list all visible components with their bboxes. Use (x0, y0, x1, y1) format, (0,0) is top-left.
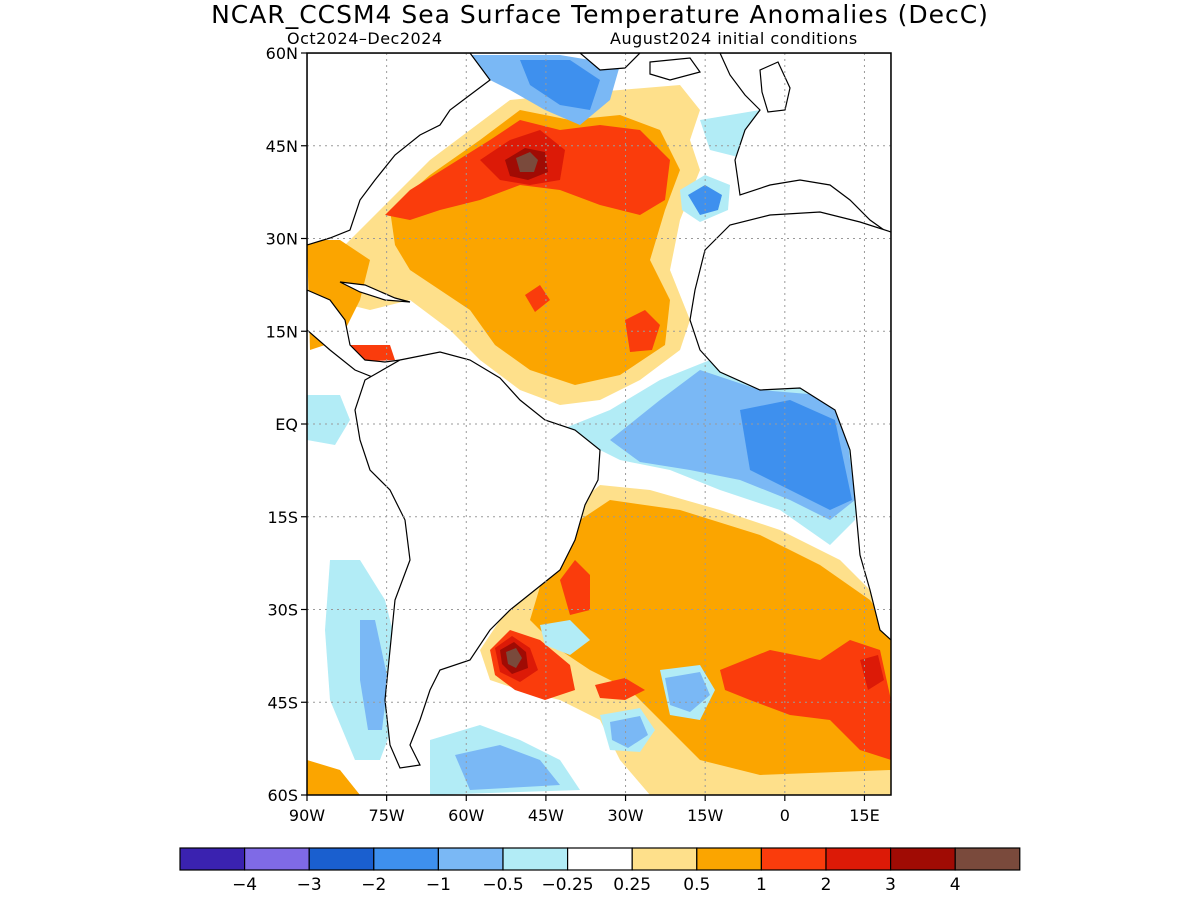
colorbar-swatch (308, 847, 375, 871)
initial-conditions: August2024 initial conditions (610, 29, 858, 48)
lon-tick-label: 45W (528, 806, 564, 825)
colorbar-label: 3 (885, 875, 896, 895)
forecast-period: Oct2024–Dec2024 (287, 29, 443, 48)
colorbar-label: 4 (950, 875, 961, 895)
lat-tick-label: 15S (267, 508, 298, 527)
colorbar-label: 2 (821, 875, 832, 895)
colorbar-swatch (825, 847, 892, 871)
colorbar-swatch (437, 847, 504, 871)
colorbar-label: −1 (426, 875, 451, 895)
colorbar-label: 0.25 (613, 875, 651, 895)
colorbar-swatch (373, 847, 439, 871)
lon-tick-label: 60W (448, 806, 484, 825)
colorbar-swatch (760, 847, 827, 871)
lon-tick-label: 15E (849, 806, 879, 825)
lon-tick-label: 90W (289, 806, 325, 825)
colorbar-label: 1 (756, 875, 767, 895)
colorbar-swatch (566, 847, 633, 871)
colorbar-label: −0.5 (482, 875, 523, 895)
colorbar-swatch (244, 847, 310, 871)
colorbar-label: −0.25 (542, 875, 594, 895)
colorbar-label: −2 (361, 875, 386, 895)
lon-tick-label: 30W (607, 806, 643, 825)
lat-tick-label: 45S (267, 693, 298, 712)
colorbar-label: −3 (297, 875, 322, 895)
longitude-axis: 90W 75W 60W 45W 30W 15W 0 15E (289, 795, 880, 825)
lat-tick-label: 30N (266, 230, 298, 249)
colorbar-swatch (179, 847, 246, 871)
lat-tick-label: 60S (267, 786, 298, 805)
colorbar-label: 0.5 (683, 875, 710, 895)
colorbar-swatch (631, 847, 698, 871)
colorbar-swatch (954, 847, 1021, 871)
colorbar-swatch (696, 847, 762, 871)
lat-tick-label: EQ (275, 415, 298, 434)
lat-tick-label: 45N (266, 137, 298, 156)
lon-tick-label: 15W (687, 806, 723, 825)
lon-tick-label: 75W (369, 806, 405, 825)
lat-tick-label: 60N (266, 44, 298, 63)
land-masses (307, 53, 891, 769)
colorbar-swatch (502, 847, 569, 871)
map-title: NCAR_CCSM4 Sea Surface Temperature Anoma… (211, 0, 989, 29)
colorbar: −4 −3 −2 −1 −0.5 −0.25 0.25 0.5 1 2 3 4 (179, 847, 1021, 895)
colorbar-label: −4 (232, 875, 257, 895)
latitude-axis: 60N 45N 30N 15N EQ 15S 30S 45S 60S (266, 44, 307, 805)
colorbar-swatch (889, 847, 956, 871)
lat-tick-label: 15N (266, 322, 298, 341)
lon-tick-label: 0 (780, 806, 790, 825)
lat-tick-label: 30S (267, 601, 298, 620)
